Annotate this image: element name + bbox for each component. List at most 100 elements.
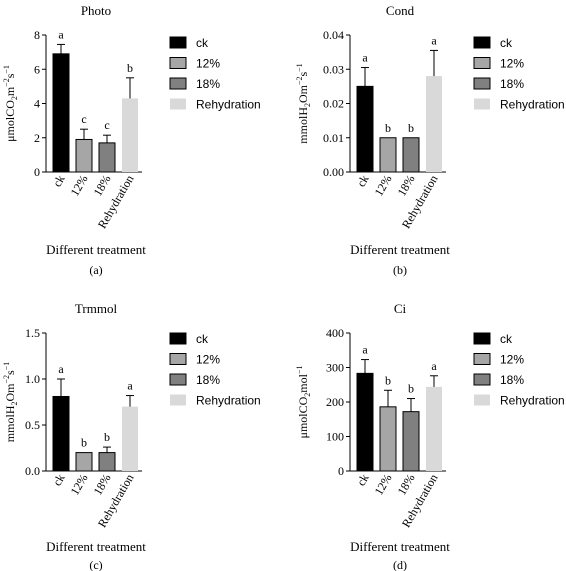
y-tick-label: 0.03 [323, 62, 344, 76]
x-tick-label: 18% [394, 173, 417, 199]
y-axis-label-part: Om [3, 383, 17, 402]
legend: ck 12% 18% Rehydration [169, 332, 261, 408]
y-axis-label-part: −2 [2, 375, 11, 384]
x-axis-label: Different treatment [350, 242, 450, 257]
y-axis-label-part: −1 [2, 65, 11, 74]
x-tick-label: ck [50, 472, 68, 489]
y-tick-label: 0 [338, 464, 344, 478]
legend-label: ck [196, 332, 209, 346]
panel-caption: (b) [393, 263, 407, 277]
legend-swatch-18pct [473, 373, 491, 386]
legend-swatch-ck [169, 36, 187, 49]
bar-rehydration [122, 406, 138, 471]
panel-caption: (a) [89, 263, 102, 277]
legend-swatch-18pct [473, 77, 491, 90]
bar-18pct [402, 137, 420, 173]
y-tick-label: 8 [34, 28, 40, 42]
y-tick-label: 0.04 [323, 28, 344, 42]
y-axis-label-part: Om [296, 84, 310, 103]
legend-label: 18% [196, 373, 220, 387]
chart-panel-c: Trmmol 0.0 0.5 1.0 1.5 mmolH2Om−2s−1 a ck b 12% b 1… [2, 301, 261, 571]
chart-title: Ci [394, 301, 407, 316]
y-axis-label-part: −1 [295, 63, 304, 72]
legend-label: Rehydration [196, 394, 261, 408]
y-axis-label-part: −1 [2, 362, 11, 371]
x-tick-label: ck [354, 173, 372, 190]
legend-swatch-12pct [473, 57, 491, 69]
y-tick-label: 6 [34, 62, 40, 76]
y-axis-label-part: s [3, 73, 17, 78]
x-tick-label: 12% [371, 472, 394, 498]
x-axis-label: Different treatment [46, 539, 146, 554]
bar-ck [356, 85, 374, 173]
y-axis-label-part: mol [296, 373, 310, 392]
legend: ck 12% 18% Rehydration [473, 36, 565, 112]
y-tick-label: 200 [326, 395, 344, 409]
y-axis-label-part: m [3, 86, 17, 96]
y-axis-label-part: 2 [10, 96, 19, 100]
y-axis-label-part: −2 [2, 78, 11, 87]
bar-ck [52, 395, 70, 472]
y-axis-label-part: μmolCO [296, 396, 310, 438]
y-tick-label: 0.0 [25, 464, 40, 478]
significance-letter: a [362, 343, 368, 357]
significance-letter: b [385, 121, 391, 135]
x-tick-label: 18% [90, 472, 113, 498]
y-axis-label-part: 2 [303, 393, 312, 397]
legend-swatch-12pct [169, 57, 187, 69]
y-tick-label: 300 [326, 361, 344, 375]
legend: ck 12% 18% Rehydration [169, 36, 261, 112]
chart-panel-d: Ci 0 100 200 300 400 μmolCO2mol−1 a ck b 12% b 18% a R… [295, 301, 565, 571]
y-tick-label: 0.02 [323, 97, 344, 111]
x-tick-label: 12% [371, 173, 394, 199]
significance-letter: b [408, 121, 414, 135]
x-tick-label: 12% [67, 472, 90, 498]
y-axis-label-part: 2 [10, 402, 19, 406]
x-tick-label: 12% [67, 173, 90, 199]
y-axis-label-part: μmolCO [3, 100, 17, 142]
chart-title: Photo [81, 3, 111, 18]
legend-label: 12% [500, 353, 524, 367]
legend-label: 18% [500, 77, 524, 91]
legend-label: 18% [196, 77, 220, 91]
legend-label: ck [500, 332, 513, 346]
x-axis-label: Different treatment [46, 242, 146, 257]
y-axis-label-part: mmolH [3, 405, 17, 442]
bar-rehydration [426, 386, 442, 471]
significance-letter: c [104, 118, 109, 132]
y-tick-label: 0.01 [323, 131, 344, 145]
chart-panel-b: Cond 0.00 0.01 0.02 0.03 0.04 mmolH2Om−2s−1 a ck… [295, 3, 565, 277]
legend-label: ck [196, 36, 209, 50]
y-tick-label: 4 [34, 97, 40, 111]
significance-letter: a [431, 359, 437, 373]
legend-label: Rehydration [196, 98, 261, 112]
legend-swatch-ck [473, 332, 491, 345]
significance-letter: b [81, 436, 87, 450]
significance-letter: a [58, 362, 64, 376]
significance-letter: a [362, 51, 368, 65]
significance-letter: a [127, 379, 133, 393]
legend-label: 18% [500, 373, 524, 387]
y-tick-label: 400 [326, 326, 344, 340]
significance-letter: a [431, 33, 437, 47]
y-axis-label-part: −1 [295, 366, 304, 375]
y-tick-label: 0.00 [323, 165, 344, 179]
y-axis-label: μmolCO2mol−1 [295, 366, 312, 439]
y-tick-label: 2 [34, 131, 40, 145]
legend-label: 12% [196, 353, 220, 367]
significance-letter: b [408, 382, 414, 396]
significance-letter: a [58, 27, 64, 41]
x-tick-label: ck [50, 173, 68, 190]
y-axis-label: mmolH2Om−2s−1 [2, 362, 19, 442]
legend-swatch-ck [169, 332, 187, 345]
legend-swatch-rehydration [170, 98, 186, 110]
bar-12pct [379, 406, 397, 472]
y-axis-label: μmolCO2m−2s−1 [2, 65, 19, 142]
x-tick-label: 18% [394, 472, 417, 498]
y-axis-label: mmolH2Om−2s−1 [295, 63, 312, 143]
x-axis-label: Different treatment [350, 539, 450, 554]
bar-12pct [379, 137, 397, 173]
legend-label: 12% [196, 57, 220, 71]
y-axis-label-part: mmolH [296, 107, 310, 144]
